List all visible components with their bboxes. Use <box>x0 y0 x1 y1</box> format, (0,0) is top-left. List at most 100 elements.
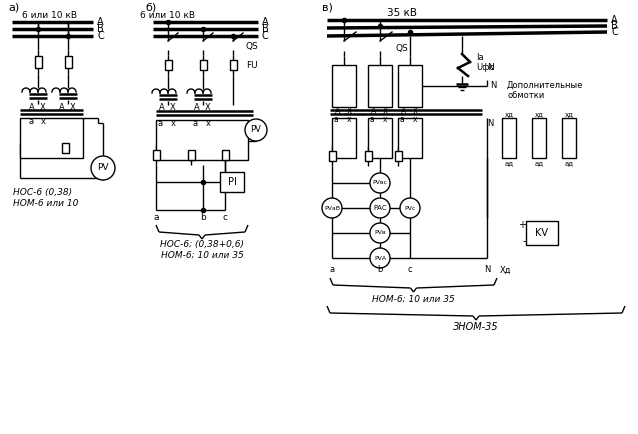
Bar <box>200 60 207 70</box>
Text: +: + <box>518 220 526 230</box>
Text: Iа: Iа <box>476 53 484 62</box>
Text: X: X <box>382 106 388 115</box>
Bar <box>329 151 336 161</box>
Circle shape <box>400 198 420 218</box>
Text: B: B <box>611 21 618 31</box>
Circle shape <box>91 156 115 180</box>
Text: ад: ад <box>565 160 574 166</box>
Text: обмотки: обмотки <box>507 91 544 99</box>
Text: б): б) <box>145 3 156 13</box>
Text: 6 или 10 кВ: 6 или 10 кВ <box>140 10 195 20</box>
Text: QS: QS <box>246 43 259 52</box>
Text: N: N <box>487 62 493 72</box>
Text: a: a <box>399 115 404 125</box>
Bar <box>64 56 71 68</box>
Bar <box>156 120 248 160</box>
Text: 6 или 10 кВ: 6 или 10 кВ <box>22 10 77 20</box>
Circle shape <box>370 248 390 268</box>
Text: PI: PI <box>228 177 237 187</box>
Text: x: x <box>205 118 211 128</box>
Text: X: X <box>412 106 418 115</box>
Text: PV: PV <box>251 125 262 135</box>
Text: X: X <box>170 103 176 112</box>
Text: НОС-6; (0,38+0,6): НОС-6; (0,38+0,6) <box>160 240 244 249</box>
Text: A: A <box>97 17 103 27</box>
Text: a: a <box>153 214 159 223</box>
Text: A: A <box>29 102 35 112</box>
Text: A: A <box>336 106 341 115</box>
Text: xд: xд <box>565 111 574 117</box>
Circle shape <box>245 119 267 141</box>
Circle shape <box>370 173 390 193</box>
Text: x: x <box>413 115 417 125</box>
Bar <box>562 118 576 158</box>
Bar <box>165 60 172 70</box>
Text: 35 кВ: 35 кВ <box>387 8 417 18</box>
Text: A: A <box>371 106 376 115</box>
Text: N: N <box>487 118 493 128</box>
Bar <box>61 143 68 153</box>
Text: x: x <box>170 118 175 128</box>
Text: A: A <box>611 15 618 25</box>
Text: в): в) <box>322 3 333 13</box>
Bar <box>34 56 41 68</box>
Bar <box>332 65 356 107</box>
Text: a: a <box>334 115 338 125</box>
Text: C: C <box>611 27 618 37</box>
Text: ад: ад <box>505 160 514 166</box>
Text: Xд: Xд <box>500 266 511 274</box>
Text: xд: xд <box>505 111 514 117</box>
Text: x: x <box>346 115 352 125</box>
Text: x: x <box>40 116 45 125</box>
Bar <box>398 65 422 107</box>
Text: -: - <box>522 236 526 246</box>
Text: PVаВ: PVаВ <box>324 206 340 210</box>
Circle shape <box>370 223 390 243</box>
Text: PVвс: PVвс <box>373 181 387 185</box>
Text: НОМ-6; 10 или 35: НОМ-6; 10 или 35 <box>372 295 455 303</box>
Text: FU: FU <box>246 60 258 69</box>
Bar <box>20 118 83 158</box>
Text: A: A <box>59 102 65 112</box>
Text: НОС-6 (0,38): НОС-6 (0,38) <box>13 188 72 197</box>
Text: PVв: PVв <box>375 230 386 236</box>
Text: N: N <box>484 266 490 274</box>
Bar <box>230 60 237 70</box>
Text: НОМ-6; 10 или 35: НОМ-6; 10 или 35 <box>161 250 243 260</box>
Text: Uфс: Uфс <box>476 63 494 72</box>
Bar <box>368 65 392 107</box>
Text: N: N <box>490 82 496 91</box>
Circle shape <box>370 198 390 218</box>
Bar <box>526 221 558 245</box>
Text: C: C <box>262 31 269 41</box>
Text: C: C <box>97 31 104 41</box>
Text: PVА: PVА <box>374 256 386 260</box>
Text: a: a <box>29 116 34 125</box>
Circle shape <box>322 198 342 218</box>
Text: B: B <box>262 24 269 34</box>
Text: c: c <box>408 266 412 274</box>
Text: X: X <box>70 102 76 112</box>
Text: A: A <box>401 106 406 115</box>
Text: PVс: PVс <box>404 206 416 210</box>
Text: ад: ад <box>535 160 544 166</box>
Text: xд: xд <box>535 111 544 117</box>
Bar <box>394 151 401 161</box>
Text: Дополнительные: Дополнительные <box>507 80 583 89</box>
Text: a: a <box>193 118 198 128</box>
Bar <box>368 118 392 158</box>
Bar <box>398 118 422 158</box>
Text: a: a <box>158 118 163 128</box>
Text: PV: PV <box>97 164 108 172</box>
Text: a: a <box>329 266 334 274</box>
Bar <box>532 118 546 158</box>
Text: ЗНОМ-35: ЗНОМ-35 <box>453 322 499 332</box>
Text: а): а) <box>8 3 19 13</box>
Bar <box>152 150 160 160</box>
Text: НОМ-6 или 10: НОМ-6 или 10 <box>13 200 78 208</box>
Text: РАС: РАС <box>373 205 387 211</box>
Bar <box>502 118 516 158</box>
Text: c: c <box>223 214 228 223</box>
Bar <box>221 150 228 160</box>
Bar <box>220 172 244 192</box>
